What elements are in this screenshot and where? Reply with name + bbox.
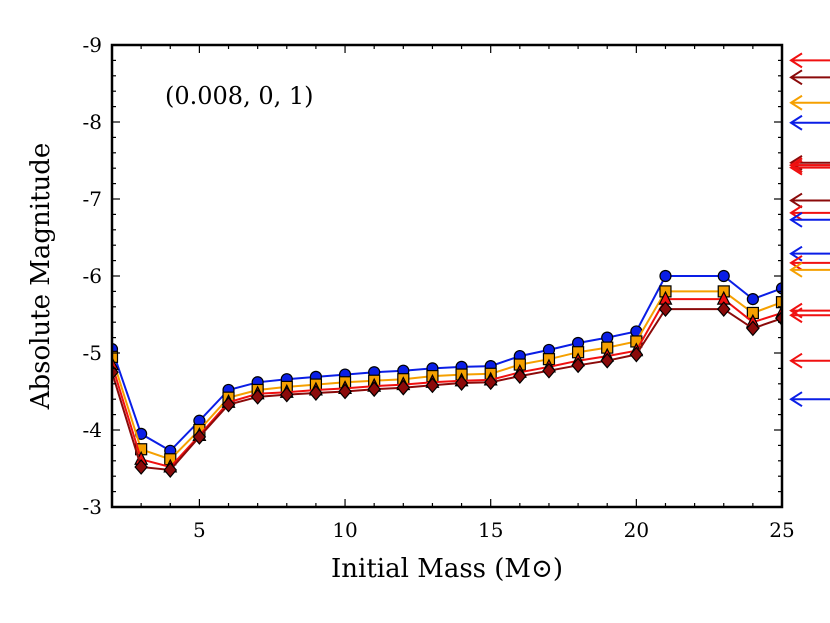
x-axis-title: Initial Mass (M⊙) bbox=[331, 554, 563, 584]
y-tick-label: -5 bbox=[83, 341, 102, 365]
limit-arrow bbox=[789, 114, 830, 131]
data-point bbox=[775, 296, 782, 309]
limit-arrow-head bbox=[789, 159, 803, 176]
limit-arrow-head bbox=[789, 157, 803, 173]
x-tick-label: 10 bbox=[332, 518, 357, 542]
y-tick-label: -7 bbox=[83, 187, 102, 211]
data-point bbox=[717, 269, 730, 283]
data-point bbox=[309, 385, 323, 401]
limit-arrow bbox=[789, 261, 830, 278]
limit-arrow-head bbox=[789, 255, 803, 271]
data-point bbox=[571, 357, 585, 374]
limit-arrow bbox=[789, 391, 830, 408]
data-point bbox=[746, 293, 759, 306]
data-point bbox=[279, 386, 294, 403]
series-line bbox=[112, 298, 782, 469]
data-point bbox=[454, 375, 469, 391]
data-point bbox=[112, 350, 119, 363]
limit-arrow bbox=[789, 205, 830, 221]
data-point bbox=[658, 301, 673, 318]
limit-arrow-head bbox=[789, 192, 803, 209]
y-tick-label: -6 bbox=[83, 264, 102, 288]
limit-arrow-head bbox=[789, 205, 803, 221]
data-point bbox=[425, 377, 440, 394]
x-tick-label: 15 bbox=[478, 518, 503, 542]
arrows-layer bbox=[789, 52, 830, 408]
limit-arrow-head bbox=[789, 307, 803, 324]
data-point bbox=[221, 396, 236, 413]
limit-arrow-head bbox=[789, 211, 803, 228]
y-tick-label: -4 bbox=[83, 418, 102, 442]
data-point bbox=[163, 462, 178, 478]
limit-arrow-head bbox=[789, 114, 803, 131]
ticks-layer: 5 10 15 20 25 -3 -4 -5 -6 -7 -8 -9 bbox=[83, 33, 795, 542]
y-axis-title: Absolute Magnitude bbox=[26, 143, 56, 411]
y-tick-label: -9 bbox=[83, 33, 102, 57]
series-darkred-diamonds bbox=[112, 301, 782, 478]
data-point bbox=[134, 459, 148, 475]
annotation-label: (0.008, 0, 1) bbox=[165, 82, 314, 110]
limit-arrow bbox=[789, 307, 830, 324]
data-point bbox=[483, 374, 498, 391]
series-layer bbox=[112, 269, 782, 478]
data-point bbox=[192, 429, 207, 445]
limit-arrow-head bbox=[789, 391, 803, 408]
series-line bbox=[112, 275, 782, 453]
series-line bbox=[112, 308, 782, 472]
data-point bbox=[367, 381, 381, 398]
limit-arrow bbox=[789, 157, 830, 176]
limit-arrow bbox=[789, 52, 830, 69]
x-tick-label: 25 bbox=[769, 518, 794, 542]
y-tick-label: -8 bbox=[83, 110, 102, 134]
data-point bbox=[629, 346, 644, 363]
data-point bbox=[601, 331, 614, 344]
data-point bbox=[542, 362, 556, 379]
limit-arrow-head bbox=[789, 94, 803, 111]
x-tick-label: 5 bbox=[193, 518, 206, 542]
data-point bbox=[716, 301, 731, 318]
data-point bbox=[513, 368, 527, 385]
y-tick-label: -3 bbox=[83, 495, 102, 519]
limit-arrow bbox=[789, 255, 830, 271]
data-point bbox=[396, 379, 411, 396]
limit-arrow bbox=[789, 211, 830, 228]
limit-arrow-head bbox=[789, 352, 803, 369]
limit-arrow bbox=[789, 94, 830, 111]
data-point bbox=[659, 269, 672, 283]
limit-arrow bbox=[789, 192, 830, 209]
limit-arrow-head bbox=[789, 261, 803, 278]
limit-arrow bbox=[789, 69, 830, 86]
data-point bbox=[338, 383, 352, 400]
series-orange-squares bbox=[112, 285, 782, 466]
limit-arrow bbox=[789, 352, 830, 369]
data-point bbox=[746, 320, 760, 337]
limit-arrow-head bbox=[789, 52, 803, 69]
data-point bbox=[250, 388, 265, 405]
data-point bbox=[600, 352, 615, 369]
x-tick-label: 20 bbox=[624, 518, 649, 542]
series-line bbox=[112, 290, 782, 461]
limit-arrow-head bbox=[789, 69, 803, 86]
series-red-triangles bbox=[112, 290, 782, 473]
